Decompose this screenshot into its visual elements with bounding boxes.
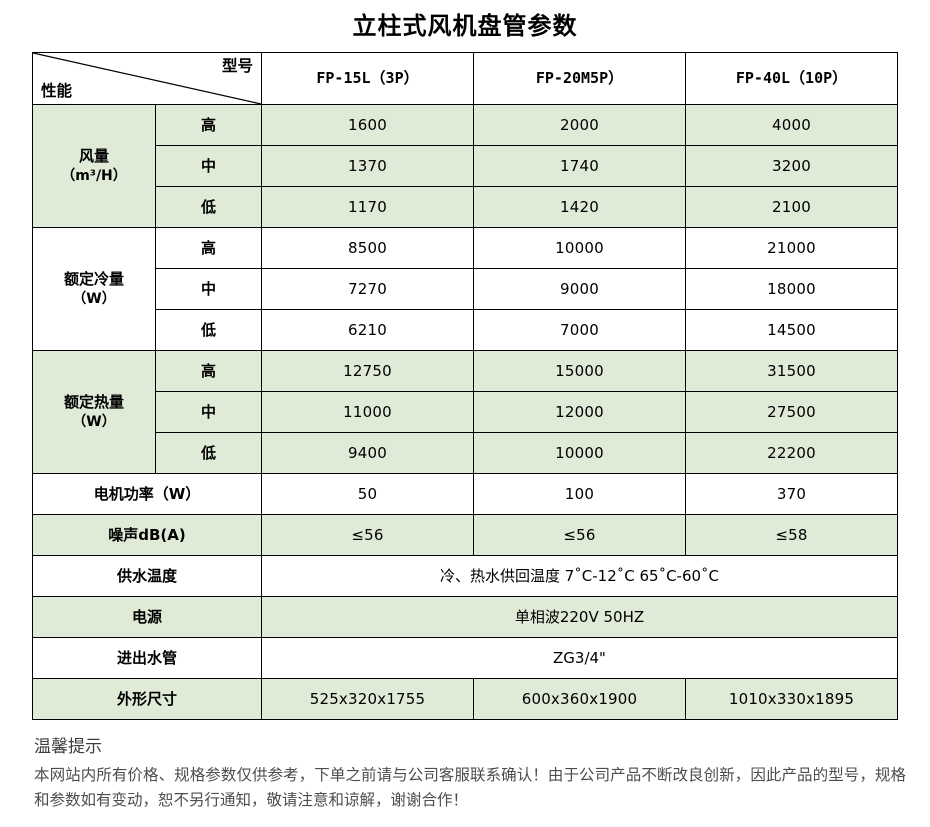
table-row: 噪声dB(A) ≤56 ≤56 ≤58 <box>32 514 898 556</box>
table-row: 中 1370 1740 3200 <box>32 145 898 187</box>
cell-value: 3200 <box>685 145 898 187</box>
cell-value: 2100 <box>685 186 898 228</box>
model-axis-label: 型号 <box>221 57 253 75</box>
group-unit-text: （W） <box>72 413 116 430</box>
group-unit-text: （m³/H） <box>61 167 127 184</box>
group-label-text: 额定冷量 <box>63 270 124 289</box>
cell-value: 10000 <box>473 432 686 474</box>
row-label-motor-power: 电机功率（W） <box>32 473 262 515</box>
table-row: 中 11000 12000 27500 <box>32 391 898 433</box>
table-row: 风量 （m³/H） 高 1600 2000 4000 <box>32 104 898 228</box>
speed-label: 低 <box>155 309 262 351</box>
performance-axis-label: 性能 <box>41 82 73 101</box>
cell-value: 7270 <box>261 268 474 310</box>
note-heading: 温馨提示 <box>34 737 102 757</box>
row-label-water-temperature: 供水温度 <box>32 555 262 597</box>
group-label-heating-capacity: 额定热量 （W） <box>32 350 156 474</box>
speed-label: 中 <box>155 391 262 433</box>
cell-value: 10000 <box>473 227 686 269</box>
cell-value: 50 <box>261 473 474 515</box>
cell-value: ≤56 <box>261 514 474 556</box>
cell-value: 7000 <box>473 309 686 351</box>
note-body: 本网站内所有价格、规格参数仅供参考，下单之前请与公司客服联系确认！由于公司产品不… <box>34 766 906 809</box>
cell-value: 12750 <box>261 350 474 392</box>
cell-value: 6210 <box>261 309 474 351</box>
cell-value-power-supply: 单相波220V 50HZ <box>261 596 898 638</box>
table-row: 电机功率（W） 50 100 370 <box>32 473 898 515</box>
row-label-noise: 噪声dB(A) <box>32 514 262 556</box>
cell-value: 31500 <box>685 350 898 392</box>
cell-value: 4000 <box>685 104 898 146</box>
cell-value: 21000 <box>685 227 898 269</box>
row-label-water-pipe: 进出水管 <box>32 637 262 679</box>
cell-value: 370 <box>685 473 898 515</box>
column-header-model-2: FP-20M5P） <box>473 52 686 105</box>
diagonal-divider-icon <box>33 53 261 104</box>
cell-value: ≤56 <box>473 514 686 556</box>
cell-value-water-temperature: 冷、热水供回温度 7˚C-12˚C 65˚C-60˚C <box>261 555 898 597</box>
group-label-text: 风量 <box>78 147 109 166</box>
column-header-model-3: FP-40L（10P） <box>685 52 898 105</box>
group-label-cooling-capacity: 额定冷量 （W） <box>32 227 156 351</box>
cell-value: 1010x330x1895 <box>685 678 898 720</box>
cell-value: 14500 <box>685 309 898 351</box>
table-header-row: 型号 性能 FP-15L（3P） FP-20M5P） FP-40L（10P） <box>32 52 898 105</box>
cell-value: 600x360x1900 <box>473 678 686 720</box>
cell-value: 1600 <box>261 104 474 146</box>
column-header-model-1: FP-15L（3P） <box>261 52 474 105</box>
row-label-dimensions: 外形尺寸 <box>32 678 262 720</box>
table-row: 低 9400 10000 22200 <box>32 432 898 474</box>
cell-value: 12000 <box>473 391 686 433</box>
cell-value: 1420 <box>473 186 686 228</box>
group-unit-text: （W） <box>72 290 116 307</box>
corner-header-cell: 型号 性能 <box>32 52 262 105</box>
row-label-power-supply: 电源 <box>32 596 262 638</box>
speed-label: 中 <box>155 268 262 310</box>
table-row: 低 1170 1420 2100 <box>32 186 898 228</box>
speed-label: 低 <box>155 186 262 228</box>
cell-value: 100 <box>473 473 686 515</box>
table-row: 中 7270 9000 18000 <box>32 268 898 310</box>
spec-table: 型号 性能 FP-15L（3P） FP-20M5P） FP-40L（10P） 风… <box>32 52 898 720</box>
cell-value: 18000 <box>685 268 898 310</box>
table-row: 额定冷量 （W） 高 8500 10000 21000 <box>32 227 898 351</box>
table-row: 外形尺寸 525x320x1755 600x360x1900 1010x330x… <box>32 678 898 720</box>
table-row: 低 6210 7000 14500 <box>32 309 898 351</box>
cell-value: 8500 <box>261 227 474 269</box>
cell-value: 15000 <box>473 350 686 392</box>
cell-value: 1170 <box>261 186 474 228</box>
speed-label: 高 <box>155 350 262 392</box>
spec-table-container: 型号 性能 FP-15L（3P） FP-20M5P） FP-40L（10P） 风… <box>32 52 898 720</box>
cell-value: 2000 <box>473 104 686 146</box>
table-row: 额定热量 （W） 高 12750 15000 31500 <box>32 350 898 474</box>
cell-value-water-pipe: ZG3/4" <box>261 637 898 679</box>
speed-label: 高 <box>155 227 262 269</box>
speed-label: 中 <box>155 145 262 187</box>
footer-note: 温馨提示 本网站内所有价格、规格参数仅供参考，下单之前请与公司客服联系确认！由于… <box>34 736 906 813</box>
cell-value: 22200 <box>685 432 898 474</box>
table-row: 进出水管 ZG3/4" <box>32 637 898 679</box>
page-title: 立柱式风机盘管参数 <box>352 12 578 40</box>
cell-value: 11000 <box>261 391 474 433</box>
cell-value: 525x320x1755 <box>261 678 474 720</box>
speed-label: 高 <box>155 104 262 146</box>
cell-value: 9400 <box>261 432 474 474</box>
group-label-text: 额定热量 <box>63 393 124 412</box>
table-row: 供水温度 冷、热水供回温度 7˚C-12˚C 65˚C-60˚C <box>32 555 898 597</box>
table-row: 电源 单相波220V 50HZ <box>32 596 898 638</box>
cell-value: 27500 <box>685 391 898 433</box>
speed-label: 低 <box>155 432 262 474</box>
cell-value: 9000 <box>473 268 686 310</box>
group-label-airflow: 风量 （m³/H） <box>32 104 156 228</box>
cell-value: ≤58 <box>685 514 898 556</box>
cell-value: 1370 <box>261 145 474 187</box>
cell-value: 1740 <box>473 145 686 187</box>
